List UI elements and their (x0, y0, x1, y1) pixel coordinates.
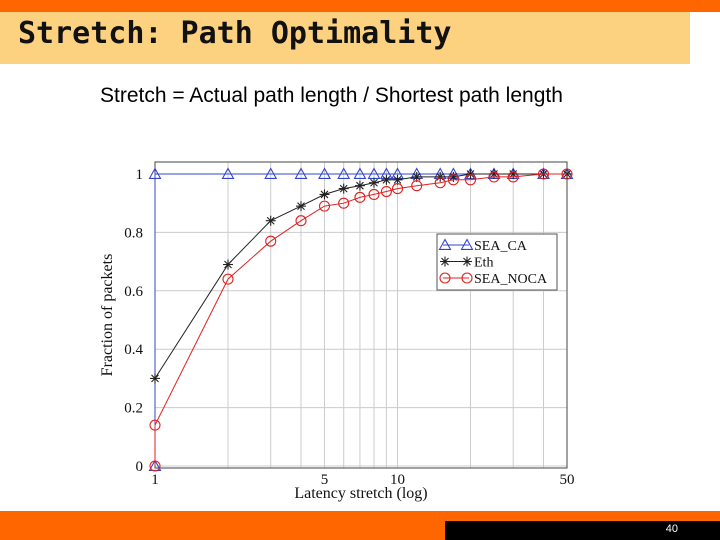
marker-star (368, 177, 379, 188)
marker-star (354, 180, 365, 191)
y-tick-label: 1 (136, 167, 144, 183)
x-tick-label: 1 (151, 472, 159, 488)
marker-triangle (264, 167, 278, 179)
marker-star (465, 169, 476, 179)
marker-triangle (148, 459, 162, 471)
marker-circle (537, 168, 550, 180)
marker-circle (561, 168, 573, 180)
title-bar (0, 12, 690, 64)
y-tick-label: 0 (136, 459, 144, 475)
series-layer (148, 167, 574, 472)
marker-circle (488, 171, 500, 183)
marker-circle (464, 174, 477, 186)
series-sea-noca (149, 168, 573, 472)
marker-star (319, 189, 330, 200)
marker-triangle (353, 167, 367, 179)
series-line (154, 173, 567, 466)
marker-triangle (438, 238, 452, 250)
marker-circle (149, 460, 161, 472)
x-tick-label: 10 (390, 472, 405, 488)
marker-star (338, 183, 349, 194)
footer-black-block (445, 521, 720, 540)
marker-circle (411, 180, 423, 192)
legend-label: SEA_NOCA (474, 272, 548, 287)
marker-circle (265, 235, 277, 247)
marker-star (462, 256, 472, 267)
series-sea-ca (148, 167, 574, 471)
marker-star (222, 259, 233, 270)
slide-subtitle: Stretch = Actual path length / Shortest … (100, 84, 563, 107)
legend-label: Eth (474, 256, 493, 271)
marker-circle (380, 185, 392, 198)
marker-triangle (294, 167, 308, 179)
page-number: 40 (665, 523, 678, 535)
marker-star (440, 256, 450, 267)
marker-triangle (148, 167, 162, 179)
marker-circle (368, 188, 380, 200)
marker-triangle (318, 167, 331, 179)
marker-star (295, 201, 306, 212)
marker-star (435, 171, 446, 182)
y-tick-label: 0.4 (124, 342, 143, 358)
marker-circle (461, 272, 473, 284)
marker-circle (447, 174, 459, 186)
legend-label: SEA_CA (474, 239, 528, 254)
marker-star (381, 174, 392, 185)
axis-ticks: 0 0.2 0.4 0.6 0.8 1 1 5 10 50 (124, 167, 574, 488)
marker-star (150, 373, 160, 384)
series-line (154, 173, 567, 466)
marker-circle (318, 200, 331, 212)
y-axis-label: Fraction of packets (99, 254, 116, 377)
x-axis-label: Latency stretch (log) (294, 485, 427, 502)
marker-star (265, 215, 276, 226)
footer-orange-band (0, 511, 720, 521)
marker-circle (434, 177, 446, 189)
grid (154, 162, 568, 468)
marker-circle (507, 171, 519, 183)
marker-circle (354, 191, 366, 203)
marker-triangle (460, 238, 474, 250)
y-tick-label: 0.2 (124, 401, 143, 417)
y-tick-label: 0.8 (124, 225, 143, 241)
footer-orange-block (0, 521, 445, 540)
plot-frame (154, 161, 568, 469)
top-accent-strip (0, 0, 720, 12)
marker-circle (295, 215, 307, 227)
marker-circle (222, 273, 234, 285)
slide-title: Stretch: Path Optimality (18, 16, 452, 51)
marker-circle (439, 272, 451, 284)
marker-circle (338, 197, 350, 209)
marker-triangle (337, 167, 351, 179)
marker-circle (391, 183, 404, 195)
x-tick-label: 5 (321, 472, 329, 488)
marker-circle (149, 419, 161, 431)
y-tick-label: 0.6 (124, 284, 143, 300)
x-tick-label: 50 (560, 472, 575, 488)
marker-triangle (221, 167, 235, 179)
